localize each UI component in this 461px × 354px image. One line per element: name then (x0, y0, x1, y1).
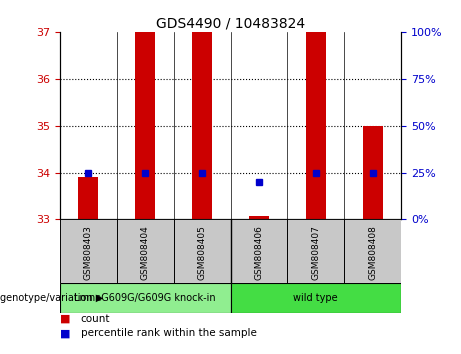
Text: GSM808408: GSM808408 (368, 225, 377, 280)
Bar (117, 219, 174, 283)
Text: GSM808403: GSM808403 (84, 225, 93, 280)
Bar (78, 177, 98, 219)
Bar (174, 219, 230, 283)
Bar (60, 219, 117, 283)
Bar (60, 283, 230, 313)
Text: ■: ■ (60, 328, 71, 338)
Bar (306, 32, 326, 219)
Bar (249, 216, 269, 219)
Text: wild type: wild type (294, 293, 338, 303)
Text: percentile rank within the sample: percentile rank within the sample (81, 328, 257, 338)
Bar (135, 32, 155, 219)
Bar (230, 219, 287, 283)
Bar (230, 283, 401, 313)
Text: ■: ■ (60, 314, 71, 324)
Text: LmnaG609G/G609G knock-in: LmnaG609G/G609G knock-in (74, 293, 216, 303)
Bar (344, 219, 401, 283)
Text: genotype/variation ▶: genotype/variation ▶ (0, 293, 103, 303)
Text: count: count (81, 314, 110, 324)
Text: GSM808404: GSM808404 (141, 225, 150, 280)
Text: GSM808407: GSM808407 (311, 225, 320, 280)
Bar (192, 32, 212, 219)
Bar (287, 219, 344, 283)
Title: GDS4490 / 10483824: GDS4490 / 10483824 (156, 17, 305, 31)
Bar (363, 126, 383, 219)
Text: GSM808406: GSM808406 (254, 225, 263, 280)
Text: GSM808405: GSM808405 (198, 225, 207, 280)
